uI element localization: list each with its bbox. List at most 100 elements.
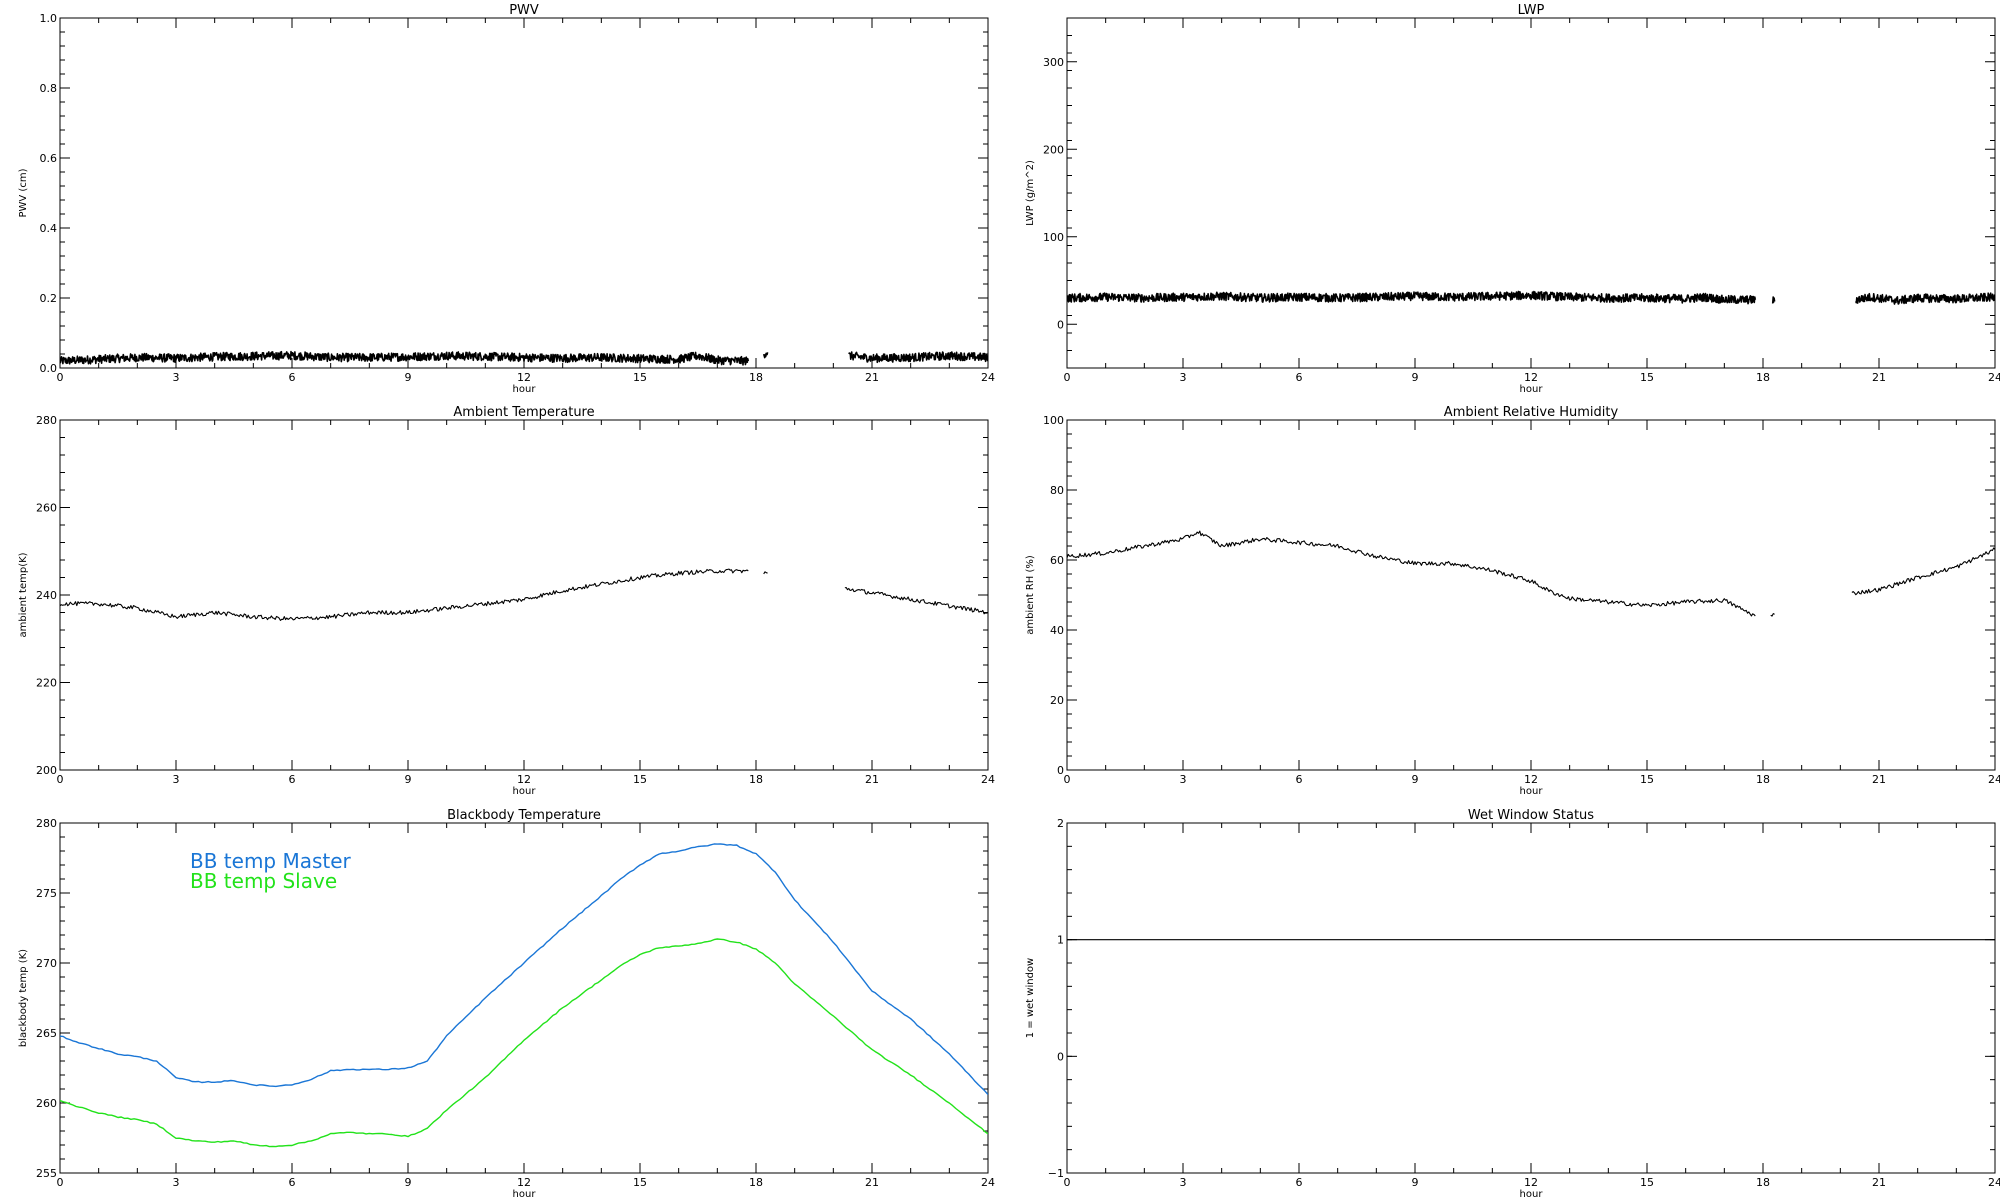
- chart-title: Ambient Temperature: [453, 405, 594, 420]
- x-tick-label: 21: [1872, 371, 1886, 384]
- x-axis-label: hour: [513, 786, 537, 797]
- x-tick-label: 9: [405, 773, 412, 786]
- x-axis-label: hour: [1520, 1189, 1544, 1200]
- chart-title: LWP: [1518, 3, 1545, 18]
- y-tick-label: 0.2: [40, 292, 58, 305]
- x-tick-label: 12: [1524, 773, 1538, 786]
- y-axis-label: ambient temp(K): [18, 552, 29, 637]
- x-tick-label: 15: [1640, 371, 1654, 384]
- series-line-bb-temp-master: [60, 843, 988, 1096]
- x-tick-label: 12: [517, 773, 531, 786]
- y-tick-label: 275: [36, 887, 57, 900]
- x-tick-label: 24: [981, 1176, 995, 1189]
- legend-entry: BB temp Slave: [190, 869, 337, 893]
- x-axis-label: hour: [513, 1189, 537, 1200]
- y-axis-label: ambient RH (%): [1025, 555, 1036, 635]
- y-tick-label: 255: [36, 1167, 57, 1180]
- y-axis-label: PWV (cm): [18, 168, 29, 217]
- x-tick-label: 3: [1180, 371, 1187, 384]
- x-tick-label: 3: [173, 773, 180, 786]
- x-tick-label: 21: [865, 773, 879, 786]
- x-tick-label: 15: [633, 1176, 647, 1189]
- x-tick-label: 21: [865, 1176, 879, 1189]
- x-tick-label: 24: [981, 773, 995, 786]
- y-tick-label: 260: [36, 1097, 57, 1110]
- x-tick-label: 9: [405, 371, 412, 384]
- chart-title: Ambient Relative Humidity: [1444, 405, 1619, 420]
- x-tick-label: 6: [1296, 371, 1303, 384]
- x-tick-label: 0: [1064, 371, 1071, 384]
- x-tick-label: 0: [1064, 1176, 1071, 1189]
- y-tick-label: −1: [1048, 1167, 1064, 1180]
- series-line-pwv-0: [60, 350, 988, 366]
- chart-lwp: LWP 0 3 6 9 12 15 18 21 24 hour 0 100 200 300 LWP (g/m^…: [1025, 3, 2000, 395]
- x-tick-label: 3: [173, 1176, 180, 1189]
- x-tick-label: 21: [865, 371, 879, 384]
- y-tick-label: 270: [36, 957, 57, 970]
- x-axis-label: hour: [513, 384, 537, 395]
- series-line-lwp-0: [1067, 290, 1995, 305]
- x-tick-label: 12: [517, 371, 531, 384]
- y-axis-label: blackbody temp (K): [18, 949, 29, 1047]
- series-line-bb-temp-slave: [60, 938, 988, 1148]
- y-tick-label: 1: [1057, 934, 1064, 947]
- x-tick-label: 9: [1412, 371, 1419, 384]
- y-tick-label: 240: [36, 589, 57, 602]
- y-tick-label: 200: [36, 764, 57, 777]
- x-axis-label: hour: [1520, 384, 1544, 395]
- x-tick-label: 12: [517, 1176, 531, 1189]
- y-tick-label: 280: [36, 414, 57, 427]
- legend-entry: BB temp Master: [190, 849, 352, 873]
- y-tick-label: 0.8: [40, 82, 58, 95]
- chart-title: PWV: [509, 3, 539, 18]
- y-tick-label: 100: [1043, 231, 1064, 244]
- x-tick-label: 0: [57, 1176, 64, 1189]
- y-tick-label: 100: [1043, 414, 1064, 427]
- series-line-ambient-relative-humidity-0: [1067, 530, 1995, 617]
- y-tick-label: 200: [1043, 143, 1064, 156]
- y-tick-label: 40: [1050, 624, 1064, 637]
- y-tick-label: 280: [36, 817, 57, 830]
- x-axis-label: hour: [1520, 786, 1544, 797]
- x-tick-label: 12: [1524, 1176, 1538, 1189]
- x-tick-label: 3: [173, 371, 180, 384]
- y-tick-label: 300: [1043, 56, 1064, 69]
- x-tick-label: 0: [1064, 773, 1071, 786]
- y-tick-label: 0: [1057, 764, 1064, 777]
- y-tick-label: 220: [36, 677, 57, 690]
- x-tick-label: 0: [57, 773, 64, 786]
- x-tick-label: 6: [1296, 773, 1303, 786]
- x-tick-label: 6: [289, 371, 296, 384]
- chart-title: Wet Window Status: [1468, 808, 1594, 823]
- x-tick-label: 9: [1412, 1176, 1419, 1189]
- x-tick-label: 6: [289, 1176, 296, 1189]
- x-tick-label: 18: [749, 371, 763, 384]
- y-tick-label: 265: [36, 1027, 57, 1040]
- y-tick-label: 0: [1057, 318, 1064, 331]
- y-tick-label: 20: [1050, 694, 1064, 707]
- y-tick-label: 2: [1057, 817, 1064, 830]
- x-tick-label: 15: [1640, 773, 1654, 786]
- x-tick-label: 18: [749, 773, 763, 786]
- x-tick-label: 15: [633, 773, 647, 786]
- y-tick-label: 260: [36, 502, 57, 515]
- x-tick-label: 21: [1872, 773, 1886, 786]
- x-tick-label: 0: [57, 371, 64, 384]
- y-tick-label: 0.4: [40, 222, 58, 235]
- x-tick-label: 21: [1872, 1176, 1886, 1189]
- x-tick-label: 18: [1756, 773, 1770, 786]
- x-tick-label: 24: [981, 371, 995, 384]
- y-axis-label: LWP (g/m^2): [1025, 160, 1036, 226]
- y-tick-label: 80: [1050, 484, 1064, 497]
- y-axis-label: 1 = wet window: [1025, 958, 1036, 1038]
- x-tick-label: 24: [1988, 371, 2000, 384]
- y-tick-label: 0.0: [40, 362, 58, 375]
- x-tick-label: 3: [1180, 773, 1187, 786]
- chart-blackbody-temperature: Blackbody Temperature 0 3 6 9 12 15 18 21 24 hour 2…: [18, 808, 995, 1200]
- chart-title: Blackbody Temperature: [447, 808, 601, 823]
- y-tick-label: 60: [1050, 554, 1064, 567]
- y-tick-label: 1.0: [40, 12, 58, 25]
